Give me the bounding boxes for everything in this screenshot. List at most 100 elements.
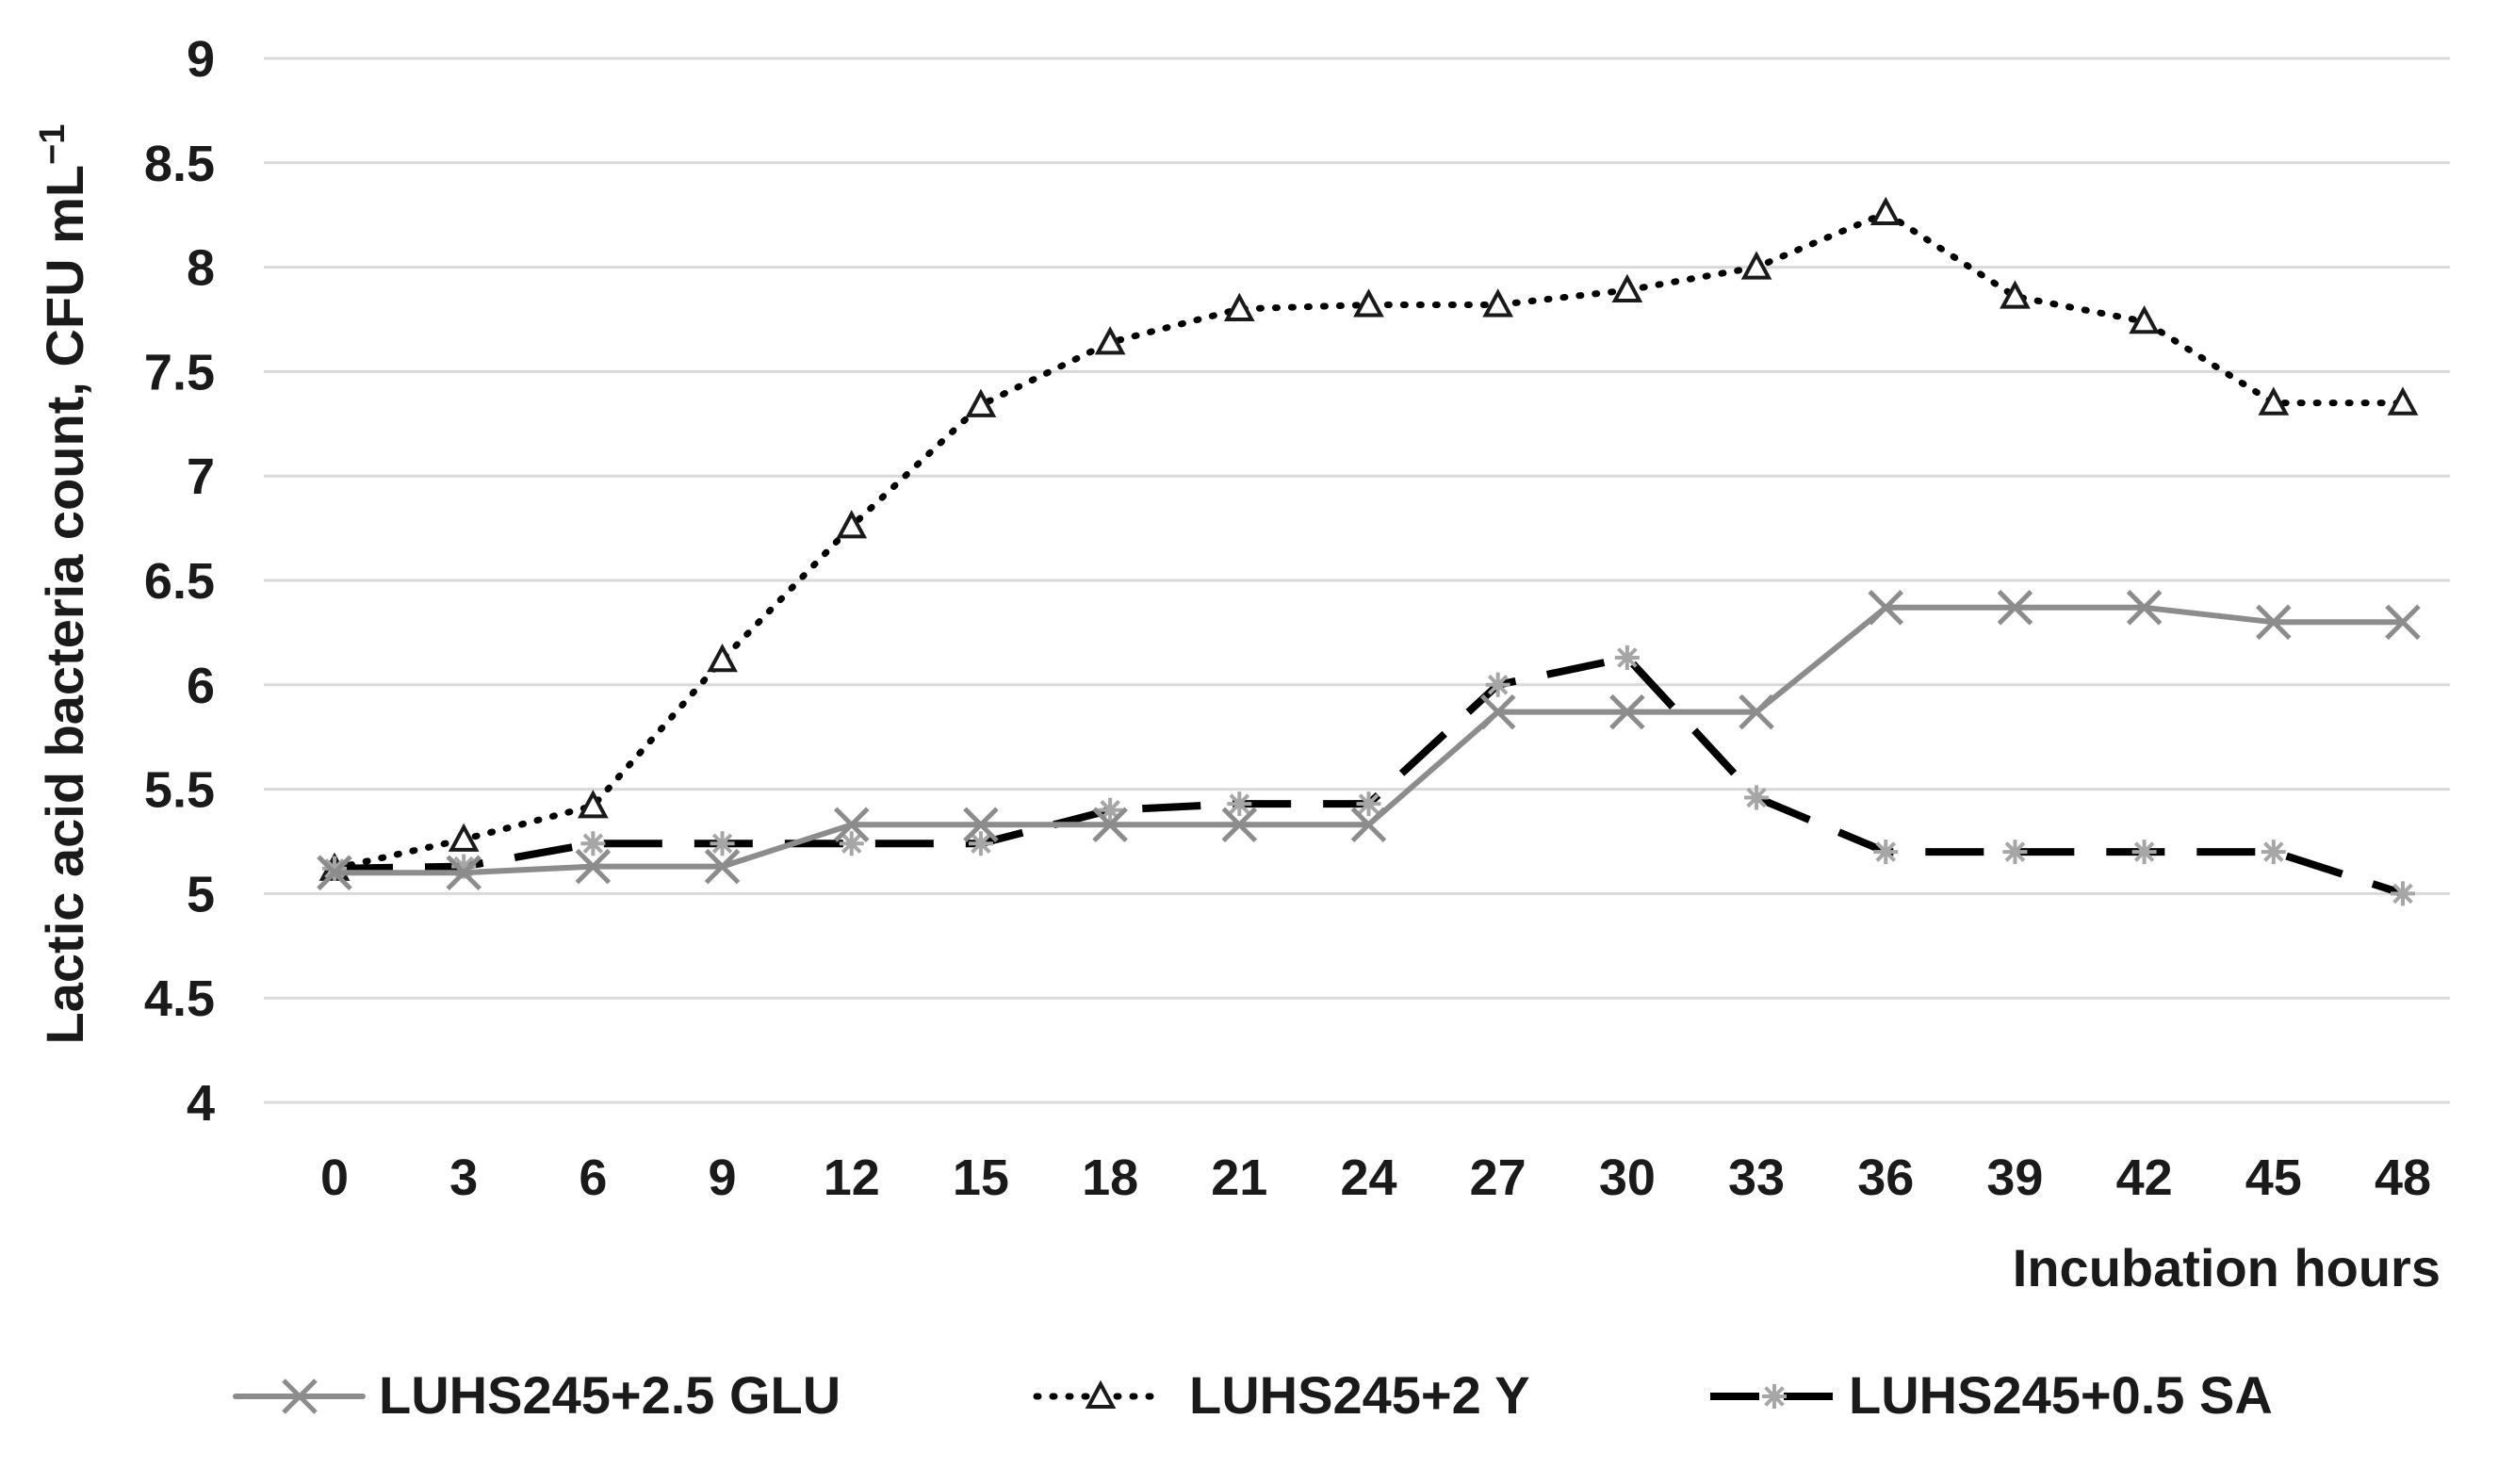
- asterisk-marker: [2002, 840, 2028, 865]
- legend-item: LUHS245+0.5 SA: [1710, 1365, 2273, 1425]
- legend-label: LUHS245+2.5 GLU: [379, 1365, 841, 1425]
- x-tick-label: 21: [1211, 1150, 1267, 1206]
- x-marker: [1092, 807, 1128, 843]
- legend-label: LUHS245+0.5 SA: [1849, 1365, 2273, 1425]
- asterisk-marker: [1614, 644, 1640, 670]
- triangle-marker: [1085, 1379, 1117, 1410]
- legend-item: LUHS245+2 Y: [1033, 1365, 1530, 1425]
- x-tick-label: 0: [320, 1150, 349, 1206]
- x-marker: [317, 855, 352, 891]
- asterisk-marker: [1098, 797, 1123, 823]
- x-marker: [1739, 693, 1774, 730]
- y-tick-label: 5: [187, 866, 215, 922]
- x-axis-label: Incubation hours: [2013, 1238, 2441, 1297]
- x-marker: [833, 807, 870, 843]
- triangle-marker: [2258, 386, 2290, 416]
- y-tick-label: 8.5: [144, 136, 215, 192]
- triangle-marker: [1740, 251, 1772, 280]
- y-tick-label: 6.5: [144, 553, 215, 610]
- x-marker: [575, 848, 612, 885]
- x-marker: [282, 1378, 318, 1414]
- x-tick-label: 27: [1470, 1150, 1527, 1206]
- triangle-marker: [1869, 196, 1902, 226]
- x-marker: [1479, 693, 1516, 730]
- asterisk-marker: [710, 831, 735, 856]
- x-marker: [2385, 604, 2421, 641]
- triangle-marker: [707, 644, 738, 673]
- x-marker: [2256, 604, 2292, 641]
- x-tick-label: 18: [1082, 1150, 1138, 1206]
- asterisk-marker: [968, 831, 993, 856]
- asterisk-marker: [839, 831, 864, 856]
- triangle-marker: [965, 388, 997, 417]
- asterisk-marker: [2261, 840, 2286, 865]
- x-marker: [1221, 807, 1258, 843]
- asterisk-marker: [1744, 785, 1770, 810]
- x-marker: [2126, 590, 2163, 626]
- x-tick-label: 45: [2245, 1150, 2302, 1206]
- asterisk-marker: [2391, 881, 2415, 906]
- asterisk-marker: [2131, 840, 2157, 865]
- asterisk-marker: [1762, 1384, 1787, 1409]
- triangle-marker: [1611, 273, 1643, 303]
- x-tick-label: 6: [579, 1150, 607, 1206]
- y-axis-label-superscript: −1: [33, 124, 73, 165]
- x-tick-label: 30: [1599, 1150, 1656, 1206]
- y-tick-label: 5.5: [144, 762, 215, 819]
- legend-item: LUHS245+2.5 GLU: [233, 1365, 841, 1425]
- asterisk-marker: [322, 856, 347, 881]
- legend-label: LUHS245+2 Y: [1189, 1365, 1530, 1425]
- y-axis-ticks: 4 4.5 5 5.5 6 6.5 7 7.5 8 8.5 9: [144, 31, 215, 1132]
- y-tick-label: 8: [187, 240, 215, 297]
- x-tick-label: 24: [1340, 1150, 1396, 1206]
- x-tick-label: 48: [2375, 1150, 2431, 1206]
- triangle-marker: [1223, 292, 1255, 321]
- triangle-marker: [2129, 305, 2160, 334]
- triangle-marker: [1353, 288, 1384, 318]
- y-tick-label: 6: [187, 658, 215, 714]
- series-2: [322, 644, 2415, 906]
- x-marker: [1609, 693, 1645, 730]
- triangle-marker: [448, 823, 480, 852]
- x-marker: [1868, 590, 1904, 626]
- series-0: [317, 590, 2421, 891]
- triangle-marker: [1094, 326, 1126, 355]
- x-tick-label: 3: [449, 1150, 478, 1206]
- series-line: [332, 604, 2406, 876]
- x-tick-label: 42: [2116, 1150, 2173, 1206]
- y-tick-label: 7: [187, 448, 215, 505]
- y-tick-label: 4: [187, 1075, 215, 1132]
- x-marker: [446, 855, 482, 891]
- x-marker: [704, 848, 741, 885]
- x-tick-label: 33: [1728, 1150, 1785, 1206]
- legend: LUHS245+2.5 GLU LUHS245+2 Y LUHS245+0.5 SA: [233, 1365, 2273, 1425]
- asterisk-marker: [580, 831, 606, 856]
- x-tick-label: 36: [1857, 1150, 1914, 1206]
- series-layer: [317, 196, 2421, 906]
- asterisk-marker: [1873, 840, 1899, 865]
- y-axis-label: Lactic acid bacteria count, CFU mL−1: [33, 124, 94, 1045]
- series-1: [318, 196, 2419, 881]
- asterisk-marker: [1485, 672, 1510, 697]
- y-tick-label: 4.5: [144, 970, 215, 1027]
- triangle-marker: [578, 790, 609, 819]
- triangle-marker: [2387, 386, 2419, 416]
- asterisk-marker: [451, 854, 477, 879]
- y-tick-label: 9: [187, 31, 215, 88]
- asterisk-marker: [1356, 791, 1381, 817]
- x-tick-label: 39: [1986, 1150, 2043, 1206]
- x-marker: [1997, 590, 2033, 626]
- x-marker: [1350, 807, 1387, 843]
- triangle-marker: [836, 510, 868, 539]
- x-marker: [963, 807, 999, 843]
- triangle-marker: [1482, 288, 1514, 318]
- series-line: [334, 654, 2405, 898]
- asterisk-marker: [1227, 791, 1252, 817]
- x-tick-label: 12: [824, 1150, 880, 1206]
- x-tick-label: 9: [709, 1150, 737, 1206]
- y-tick-label: 7.5: [144, 344, 215, 400]
- triangle-marker: [2000, 280, 2031, 309]
- x-axis-ticks: 0 3 6 9 12 15 18 21 24 27 30 33 36 39 42 45 48: [320, 1150, 2431, 1206]
- x-tick-label: 15: [953, 1150, 1009, 1206]
